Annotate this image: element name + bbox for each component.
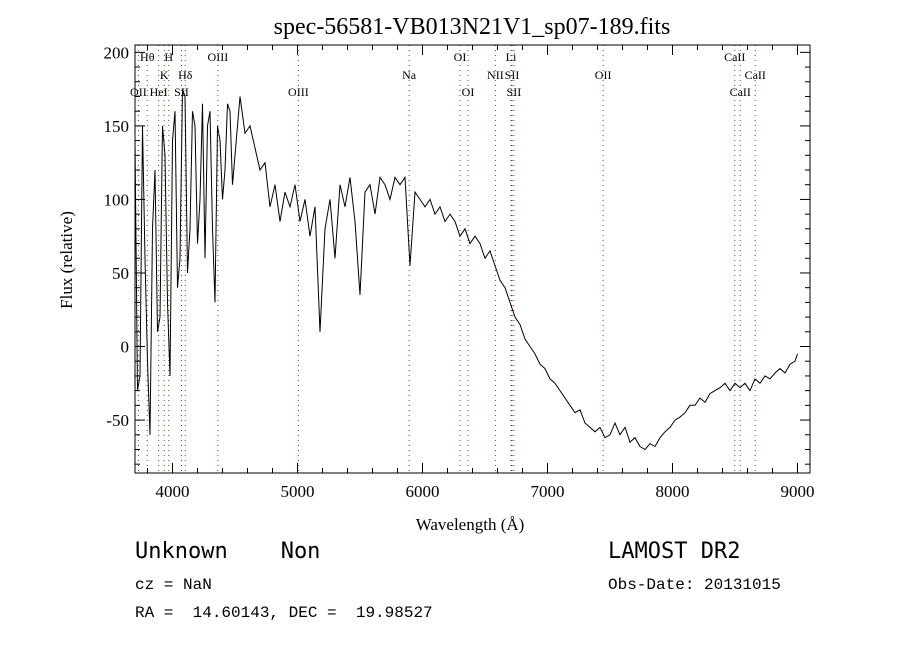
line-marker-label: Hθ [140,50,155,64]
line-marker-label: OII [595,68,612,82]
spectrum-line [134,88,798,451]
line-marker-label: SII [507,85,522,99]
y-tick-label: -50 [106,411,129,430]
obs-date-label: Obs-Date: 20131015 [608,576,781,594]
class-label: Unknown Non [135,539,321,564]
line-marker-label: CaII [724,50,745,64]
x-tick-label: 4000 [156,482,190,501]
x-tick-label: 9000 [781,482,815,501]
line-marker-label: K [160,68,169,82]
line-marker-label: OIII [288,85,309,99]
line-marker-label: OIII [208,50,229,64]
line-marker-label: OI [462,85,475,99]
y-tick-label: 50 [112,264,129,283]
x-tick-label: 8000 [656,482,690,501]
survey-label: LAMOST DR2 [608,539,741,564]
line-marker-label: CaII [745,68,766,82]
chart-title: spec-56581-VB013N21V1_sp07-189.fits [274,14,671,40]
x-tick-label: 7000 [531,482,565,501]
y-tick-label: 100 [104,190,130,209]
y-tick-label: 0 [121,338,130,357]
line-marker-label: CaII [730,85,751,99]
line-marker-label: OII [130,85,147,99]
line-marker-label: NII [487,68,504,82]
y-tick-label: 200 [104,43,130,62]
line-marker-label: H [164,50,173,64]
line-marker-label: HeI [150,85,168,99]
line-marker-label: OI [454,50,467,64]
line-marker-label: Hδ [178,68,193,82]
line-marker-label: Na [402,68,417,82]
line-marker-label: Li [506,50,517,64]
plot-frame [134,44,811,474]
x-tick-label: 6000 [406,482,440,501]
y-tick-label: 150 [104,117,130,136]
coordinates-label: RA = 14.60143, DEC = 19.98527 [135,604,433,622]
line-marker-label: SII [505,68,520,82]
line-marker-label: SII [174,85,189,99]
x-tick-label: 5000 [281,482,315,501]
redshift-label: cz = NaN [135,576,212,594]
x-axis-label: Wavelength (Å) [416,515,525,534]
y-axis-label: Flux (relative) [57,211,76,309]
